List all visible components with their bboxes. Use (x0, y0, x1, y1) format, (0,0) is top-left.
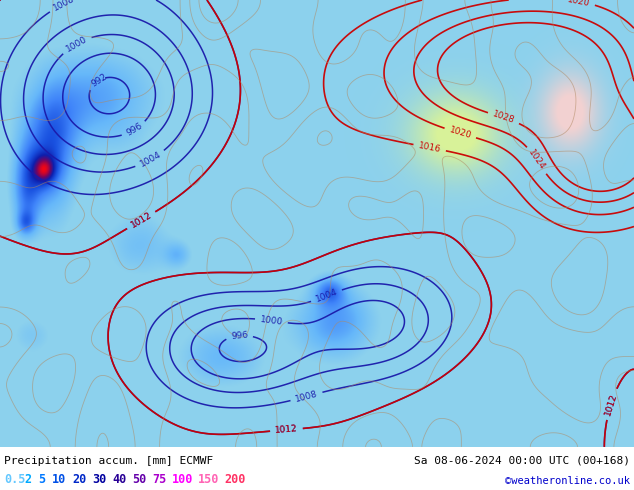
Text: 5: 5 (38, 473, 45, 486)
Text: 1012: 1012 (275, 424, 298, 435)
Text: 1000: 1000 (259, 315, 283, 326)
Text: Precipitation accum. [mm] ECMWF: Precipitation accum. [mm] ECMWF (4, 456, 213, 466)
Text: 0.5: 0.5 (4, 473, 25, 486)
Text: 30: 30 (92, 473, 107, 486)
Text: 1020: 1020 (448, 125, 472, 141)
Text: 1028: 1028 (491, 110, 516, 126)
Text: 1016: 1016 (418, 141, 442, 154)
Text: 2: 2 (24, 473, 31, 486)
Text: 1012: 1012 (603, 392, 619, 416)
Text: 40: 40 (112, 473, 126, 486)
Text: 996: 996 (124, 122, 144, 138)
Text: ©weatheronline.co.uk: ©weatheronline.co.uk (505, 476, 630, 486)
Text: Sa 08-06-2024 00:00 UTC (00+168): Sa 08-06-2024 00:00 UTC (00+168) (414, 456, 630, 466)
Text: 150: 150 (198, 473, 219, 486)
Text: 1000: 1000 (64, 34, 89, 53)
Text: 1012: 1012 (129, 211, 153, 230)
Text: 10: 10 (52, 473, 66, 486)
Text: 1024: 1024 (527, 148, 547, 172)
Text: 200: 200 (224, 473, 245, 486)
Text: 1004: 1004 (138, 150, 162, 169)
Text: 992: 992 (89, 72, 109, 89)
Text: 75: 75 (152, 473, 166, 486)
Text: 1020: 1020 (567, 0, 591, 8)
Text: 1012: 1012 (275, 424, 298, 435)
Text: 1012: 1012 (603, 392, 619, 416)
Text: 1008: 1008 (52, 0, 76, 13)
Text: 50: 50 (132, 473, 146, 486)
Text: 1008: 1008 (294, 389, 319, 404)
Text: 100: 100 (172, 473, 193, 486)
Text: 1012: 1012 (129, 211, 153, 230)
Text: 996: 996 (230, 330, 249, 341)
Text: 20: 20 (72, 473, 86, 486)
Text: 1004: 1004 (314, 288, 339, 304)
